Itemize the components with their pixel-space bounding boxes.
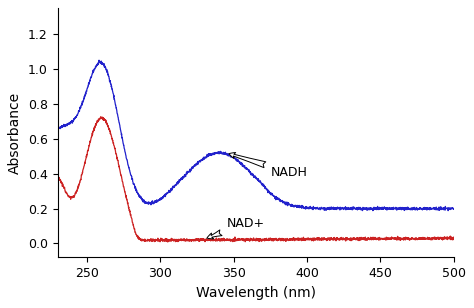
Text: NADH: NADH	[229, 152, 307, 179]
Y-axis label: Absorbance: Absorbance	[9, 92, 22, 174]
X-axis label: Wavelength (nm): Wavelength (nm)	[196, 286, 316, 300]
Text: NAD+: NAD+	[207, 217, 264, 239]
